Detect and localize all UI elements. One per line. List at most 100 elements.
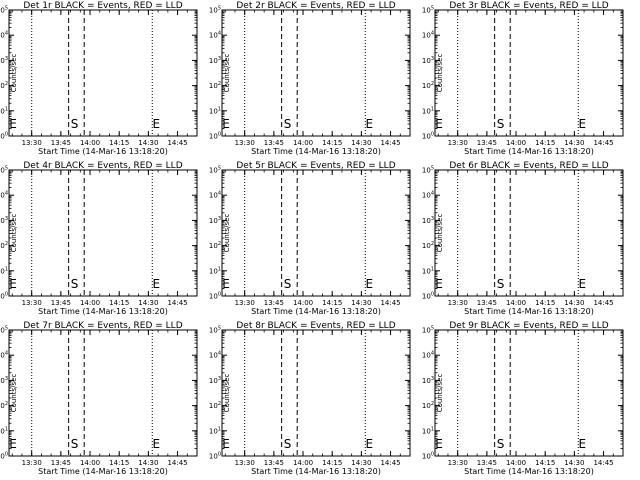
x-tick-label: 13:45 <box>477 299 497 307</box>
y-tick-label: 103 <box>209 216 221 225</box>
detector-chart-6: Det 6r BLACK = Events, RED = LLD Counts/s… <box>422 161 624 316</box>
event-marker-e: E <box>152 277 160 291</box>
event-marker-s: S <box>497 277 505 291</box>
x-tick-label: 14:30 <box>564 139 584 147</box>
event-marker-e: E <box>9 277 17 291</box>
y-tick-label: 104 <box>209 31 221 40</box>
y-tick-label: 104 <box>0 191 8 200</box>
y-tick-label: 102 <box>0 81 8 90</box>
plot-frame <box>434 169 624 297</box>
x-tick-label: 13:45 <box>264 459 284 467</box>
chart-title: Det 8r BLACK = Events, RED = LLD <box>236 321 395 331</box>
event-marker-e: E <box>9 117 17 131</box>
y-tick-label: 104 <box>422 191 434 200</box>
plot-frame <box>221 169 411 297</box>
y-tick-label: 104 <box>422 31 434 40</box>
y-tick-label: 100 <box>209 452 221 461</box>
x-tick-label: 14:00 <box>293 459 313 467</box>
x-tick-label: 14:15 <box>535 459 555 467</box>
y-axis-label: Counts/sec <box>223 214 231 253</box>
y-tick-label: 105 <box>209 326 221 335</box>
y-tick-label: 100 <box>422 452 434 461</box>
y-tick-label: 102 <box>209 81 221 90</box>
x-axis-label: Start Time (14-Mar-16 13:18:20) <box>38 467 168 476</box>
event-marker-s: S <box>284 277 292 291</box>
y-tick-label: 101 <box>209 266 221 275</box>
y-axis-label: Counts/sec <box>10 54 18 93</box>
x-tick-label: 14:15 <box>322 139 342 147</box>
x-axis-label: Start Time (14-Mar-16 13:18:20) <box>38 307 168 316</box>
x-tick-label: 13:45 <box>51 459 71 467</box>
event-marker-s: S <box>71 277 79 291</box>
event-marker-e: E <box>222 277 230 291</box>
y-tick-label: 101 <box>209 106 221 115</box>
detector-chart-7: Det 7r BLACK = Events, RED = LLD Counts/s… <box>0 321 198 476</box>
x-tick-label: 14:00 <box>80 459 100 467</box>
event-marker-s: S <box>284 437 292 451</box>
y-tick-label: 104 <box>209 351 221 360</box>
detector-panel-7: Det 7r BLACK = Events, RED = LLD Counts/s… <box>0 320 213 480</box>
chart-title: Det 6r BLACK = Events, RED = LLD <box>449 161 608 171</box>
y-tick-label: 105 <box>0 6 8 15</box>
y-tick-label: 105 <box>422 166 434 175</box>
event-marker-e: E <box>578 437 586 451</box>
chart-title: Det 4r BLACK = Events, RED = LLD <box>23 161 182 171</box>
x-tick-label: 13:45 <box>477 139 497 147</box>
x-axis-label: Start Time (14-Mar-16 13:18:20) <box>464 307 594 316</box>
y-tick-label: 105 <box>209 166 221 175</box>
x-tick-label: 14:00 <box>80 299 100 307</box>
y-tick-label: 103 <box>209 56 221 65</box>
x-tick-label: 14:30 <box>351 139 371 147</box>
event-marker-e: E <box>152 117 160 131</box>
y-tick-label: 100 <box>209 292 221 301</box>
x-tick-label: 13:45 <box>264 139 284 147</box>
y-tick-label: 104 <box>0 31 8 40</box>
y-tick-label: 103 <box>422 376 434 385</box>
x-tick-label: 14:45 <box>593 139 613 147</box>
x-tick-label: 14:15 <box>109 459 129 467</box>
x-axis-label: Start Time (14-Mar-16 13:18:20) <box>251 307 381 316</box>
detector-panel-2: Det 2r BLACK = Events, RED = LLD Counts/s… <box>209 0 426 160</box>
detector-chart-2: Det 2r BLACK = Events, RED = LLD Counts/s… <box>209 1 411 156</box>
x-tick-label: 13:30 <box>448 299 468 307</box>
x-axis-label: Start Time (14-Mar-16 13:18:20) <box>251 147 381 156</box>
x-tick-label: 13:45 <box>264 299 284 307</box>
plot-frame <box>8 169 198 297</box>
x-tick-label: 13:30 <box>22 139 42 147</box>
chart-title: Det 9r BLACK = Events, RED = LLD <box>449 321 608 331</box>
x-axis-label: Start Time (14-Mar-16 13:18:20) <box>38 147 168 156</box>
x-tick-label: 14:30 <box>564 459 584 467</box>
event-marker-s: S <box>71 117 79 131</box>
x-tick-label: 14:00 <box>506 459 526 467</box>
plot-frame <box>434 9 624 137</box>
x-axis-label: Start Time (14-Mar-16 13:18:20) <box>251 467 381 476</box>
event-marker-e: E <box>578 277 586 291</box>
x-tick-label: 13:30 <box>235 299 255 307</box>
x-tick-label: 14:15 <box>109 139 129 147</box>
event-marker-e: E <box>435 437 443 451</box>
y-tick-label: 101 <box>422 266 434 275</box>
x-tick-label: 14:45 <box>380 299 400 307</box>
x-tick-label: 14:30 <box>564 299 584 307</box>
event-marker-s: S <box>284 117 292 131</box>
detector-panel-3: Det 3r BLACK = Events, RED = LLD Counts/s… <box>422 0 639 160</box>
x-tick-label: 13:30 <box>235 139 255 147</box>
y-tick-label: 101 <box>0 426 8 435</box>
event-marker-e: E <box>578 117 586 131</box>
x-tick-label: 14:30 <box>351 459 371 467</box>
x-tick-label: 13:30 <box>22 459 42 467</box>
plot-frame <box>8 9 198 137</box>
event-marker-e: E <box>365 117 373 131</box>
y-tick-label: 100 <box>0 452 8 461</box>
detector-panel-9: Det 9r BLACK = Events, RED = LLD Counts/s… <box>422 320 639 480</box>
detector-chart-4: Det 4r BLACK = Events, RED = LLD Counts/s… <box>0 161 198 316</box>
event-marker-s: S <box>497 437 505 451</box>
detector-panel-4: Det 4r BLACK = Events, RED = LLD Counts/s… <box>0 160 213 320</box>
x-tick-label: 14:15 <box>109 299 129 307</box>
event-marker-e: E <box>435 277 443 291</box>
x-axis-label: Start Time (14-Mar-16 13:18:20) <box>464 467 594 476</box>
y-tick-label: 100 <box>0 292 8 301</box>
chart-title: Det 1r BLACK = Events, RED = LLD <box>23 1 182 11</box>
x-tick-label: 14:45 <box>380 459 400 467</box>
